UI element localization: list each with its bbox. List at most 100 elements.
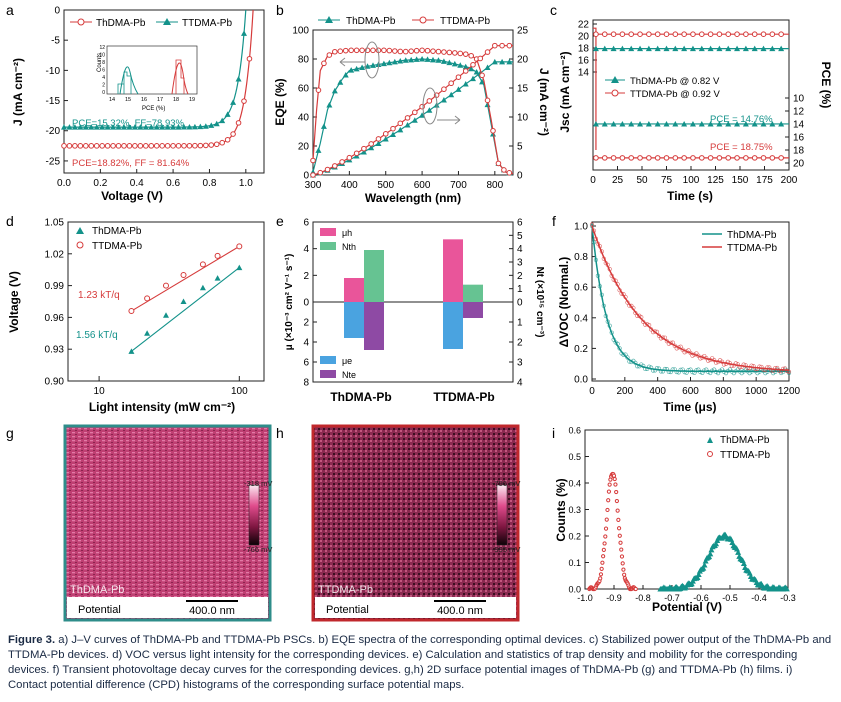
inset-ylabel: Counts bbox=[97, 53, 103, 72]
inset-y-tick: 0 bbox=[102, 90, 105, 96]
y-tick-label-a: -15 bbox=[46, 96, 61, 107]
x-tick-label-f: 800 bbox=[715, 386, 732, 397]
colorbar-h-max: -796 mV bbox=[492, 479, 520, 488]
y2-tick-label-e: 2 bbox=[517, 271, 523, 282]
jv-marker bbox=[246, 55, 253, 62]
stability-marker bbox=[619, 31, 626, 38]
jsc-marker bbox=[368, 141, 374, 147]
decay-point bbox=[784, 368, 790, 374]
plot-frame-a bbox=[63, 9, 265, 174]
stability-marker bbox=[645, 120, 652, 127]
colorbar-h bbox=[496, 484, 508, 546]
cpd-point bbox=[598, 572, 604, 577]
x-tick-label-c: 25 bbox=[612, 175, 624, 186]
jv-marker bbox=[219, 139, 225, 146]
jsc-marker bbox=[332, 163, 338, 169]
decay-point bbox=[621, 352, 626, 357]
panel-letter-e: e bbox=[276, 213, 284, 229]
y-tick-label-i: 0.5 bbox=[568, 452, 581, 462]
eqe-marker bbox=[462, 51, 469, 57]
jv-marker bbox=[219, 117, 226, 124]
cpd-point bbox=[607, 482, 612, 487]
y-tick-label-f: 0.0 bbox=[574, 375, 588, 386]
eqe-marker bbox=[397, 58, 404, 64]
voc-point bbox=[199, 261, 206, 268]
eqe-marker bbox=[315, 87, 322, 93]
cpd-point bbox=[603, 526, 609, 531]
x-tick-label-c: 125 bbox=[707, 175, 724, 186]
cpd-point bbox=[615, 508, 620, 513]
inset-x-tick: 17 bbox=[157, 97, 163, 103]
jsc-marker bbox=[484, 49, 491, 55]
jsc-marker bbox=[310, 172, 316, 178]
stability-marker bbox=[645, 45, 652, 52]
jsc-marker bbox=[448, 80, 454, 87]
legend-f: ThDMA-Pb TTDMA-Pb bbox=[702, 230, 777, 254]
eqe-marker bbox=[435, 48, 442, 55]
panel-letter-h: h bbox=[276, 425, 284, 441]
stability-marker bbox=[601, 155, 608, 161]
jsc-marker bbox=[397, 126, 404, 133]
eqe-marker bbox=[337, 79, 344, 85]
y-tick-label-i: 0.3 bbox=[568, 505, 581, 515]
y-tick-label-d: 0.93 bbox=[45, 345, 65, 356]
stability-marker bbox=[610, 45, 617, 52]
y-tick-label-d: 1.02 bbox=[45, 249, 65, 260]
legend-e-nt-e: Nte bbox=[342, 370, 356, 380]
eqe-marker bbox=[321, 60, 327, 67]
xlabel-i: Potential (V) bbox=[652, 600, 722, 614]
decay-point bbox=[702, 368, 707, 373]
stability-marker bbox=[637, 155, 643, 161]
annotation-a-ttdma: PCE=18.82%, FF = 81.64% bbox=[72, 158, 190, 169]
colorbar-h-min: -995 mV bbox=[492, 545, 520, 554]
cpd-point bbox=[601, 554, 606, 559]
voc-point bbox=[236, 264, 243, 271]
stability-marker bbox=[637, 120, 644, 127]
voc-point bbox=[144, 330, 151, 336]
x-tick-label-c: 0 bbox=[590, 175, 596, 186]
category-e-thdma: ThDMA-Pb bbox=[330, 390, 391, 404]
y-tick-label-i: 0.6 bbox=[568, 426, 581, 436]
y-tick-label-a: 0 bbox=[54, 6, 60, 17]
eqe-marker bbox=[452, 50, 458, 56]
eqe-marker bbox=[424, 47, 431, 54]
eqe-marker bbox=[457, 50, 464, 57]
cpd-point bbox=[694, 574, 701, 580]
panel-c: c 0 25 50 75 100 125 150 175 2002220181614101214… bbox=[550, 2, 833, 203]
eqe-marker bbox=[484, 97, 491, 104]
jsc-marker bbox=[491, 58, 498, 65]
ylabel-e: μ (×10⁻³ cm² V⁻¹ s⁻¹) bbox=[284, 254, 295, 351]
cpd-point bbox=[621, 567, 626, 572]
scale-label-h: 400.0 nm bbox=[437, 605, 483, 617]
y2-tick-label-e: 0 bbox=[517, 298, 523, 309]
y-tick-label-d: 0.99 bbox=[45, 281, 65, 292]
y-tick-label-f: 0.6 bbox=[574, 283, 588, 294]
inset-x-tick: 19 bbox=[189, 97, 195, 103]
eqe-marker bbox=[331, 87, 338, 94]
stability-marker bbox=[637, 45, 644, 52]
eqe-marker bbox=[468, 65, 475, 72]
jv-marker bbox=[126, 143, 133, 149]
voc-point bbox=[128, 308, 135, 315]
jv-marker bbox=[197, 142, 204, 149]
stability-marker bbox=[672, 45, 679, 52]
cpd-point bbox=[707, 550, 714, 557]
x-tick-label-i: -0.4 bbox=[751, 593, 767, 603]
cpd-point bbox=[740, 560, 747, 567]
jsc-marker bbox=[470, 61, 476, 68]
voc-point bbox=[163, 312, 169, 318]
cpd-point bbox=[600, 560, 605, 565]
stability-marker bbox=[654, 31, 661, 38]
stability-marker bbox=[760, 45, 767, 52]
voc-point bbox=[236, 243, 243, 250]
jv-marker bbox=[224, 111, 231, 117]
colorbar-g-max: -318 mV bbox=[244, 479, 272, 488]
voc-point bbox=[128, 348, 135, 354]
eqe-marker bbox=[380, 60, 387, 67]
caption-text: a) J–V curves of ThDMA-Pb and TTDMA-Pb P… bbox=[8, 634, 832, 691]
stability-marker bbox=[593, 155, 599, 161]
panel-e: e 0 2 4 6 2 4 6 8 0 1 2 3 4 5 6 1 2 3 4 μh Nth μe Nte ThDM… bbox=[276, 213, 545, 404]
stability-marker bbox=[681, 45, 688, 52]
y-tick-label-f: 1.0 bbox=[574, 222, 588, 233]
eqe-marker bbox=[359, 64, 366, 71]
